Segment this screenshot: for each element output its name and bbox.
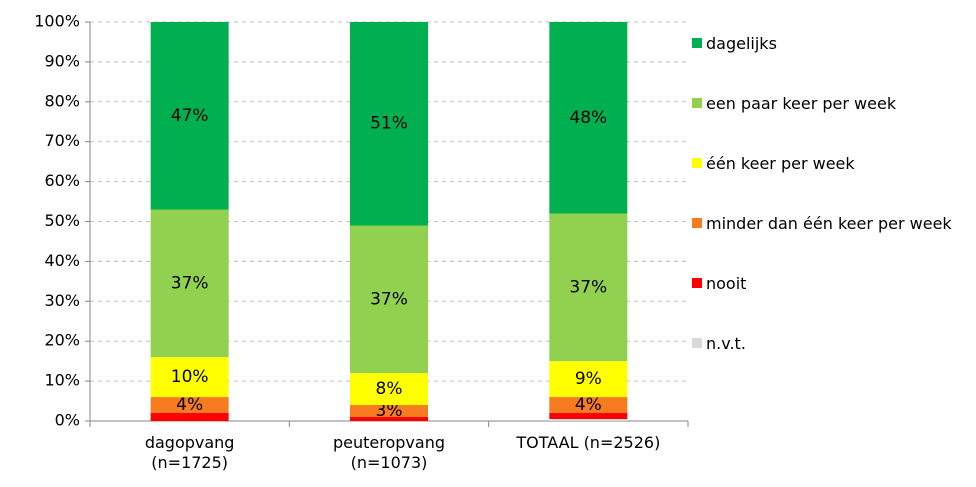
bar-segment	[350, 417, 428, 421]
bar-segment	[150, 357, 229, 398]
bar-segment	[350, 225, 428, 374]
y-tick-label: 20%	[44, 331, 80, 350]
legend-swatch	[692, 278, 702, 288]
legend-swatch	[692, 218, 702, 228]
legend-swatch	[692, 98, 702, 108]
legend-label: een paar keer per week	[706, 94, 897, 113]
data-label: 8%	[376, 379, 403, 399]
y-tick-label: 40%	[44, 251, 80, 270]
legend-label: n.v.t.	[706, 334, 746, 353]
legend-swatch	[692, 158, 702, 168]
data-label: 48%	[569, 108, 607, 128]
y-tick-label: 90%	[44, 51, 80, 70]
bar-segment	[549, 397, 628, 414]
data-label: 9%	[575, 369, 602, 389]
legend-label: dagelijks	[706, 34, 777, 53]
legend-swatch	[692, 338, 702, 348]
data-label: 10%	[171, 367, 209, 387]
data-label: 4%	[176, 395, 203, 415]
legend-swatch	[692, 38, 702, 48]
data-label: 37%	[370, 289, 408, 309]
bar-segment	[350, 22, 428, 226]
bar-segment	[549, 419, 628, 421]
bar-segment	[350, 373, 428, 406]
y-tick-label: 70%	[44, 131, 80, 150]
y-tick-label: 60%	[44, 171, 80, 190]
bar-segment	[549, 213, 628, 362]
legend-label: één keer per week	[706, 154, 855, 173]
bar-segment	[150, 397, 229, 414]
bar-segment	[549, 413, 628, 420]
data-label: 37%	[171, 273, 209, 293]
x-tick-label: TOTAAL (n=2526)	[516, 433, 661, 452]
legend-label: nooit	[706, 274, 747, 293]
y-tick-label: 0%	[55, 411, 80, 430]
legend-label: minder dan één keer per week	[706, 214, 952, 233]
y-tick-label: 10%	[44, 371, 80, 390]
x-tick-label: dagopvang (n=1725)	[144, 433, 235, 472]
bar-segment	[150, 209, 229, 358]
data-label: 37%	[569, 277, 607, 297]
data-label: 4%	[575, 395, 602, 415]
data-label: 3%	[376, 401, 403, 421]
y-tick-label: 30%	[44, 291, 80, 310]
y-tick-label: 100%	[34, 12, 80, 31]
x-tick-label: peuteropvang (n=1073)	[333, 433, 445, 472]
bar-segment	[150, 413, 229, 421]
data-label: 47%	[171, 106, 209, 126]
bar-segment	[549, 22, 628, 214]
y-tick-label: 80%	[44, 91, 80, 110]
bar-segment	[350, 405, 428, 418]
data-label: 51%	[370, 114, 408, 134]
y-tick-label: 50%	[44, 211, 80, 230]
bar-segment	[150, 22, 229, 210]
bar-segment	[549, 361, 628, 398]
